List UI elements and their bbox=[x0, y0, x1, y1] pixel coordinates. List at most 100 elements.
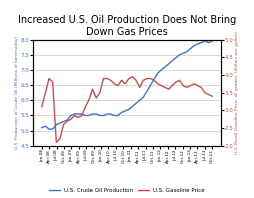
U.S. Gasoline Price bbox=[164, 86, 167, 89]
U.S. Crude Oil Production bbox=[174, 57, 178, 59]
U.S. Crude Oil Production bbox=[62, 120, 65, 123]
U.S. Gasoline Price bbox=[73, 115, 76, 117]
U.S. Gasoline Price bbox=[69, 118, 72, 120]
U.S. Crude Oil Production bbox=[120, 111, 123, 114]
U.S. Gasoline Price bbox=[145, 77, 148, 80]
U.S. Crude Oil Production bbox=[84, 114, 87, 117]
U.S. Crude Oil Production bbox=[196, 43, 199, 45]
U.S. Gasoline Price bbox=[207, 93, 210, 96]
U.S. Crude Oil Production bbox=[138, 99, 141, 102]
U.S. Crude Oil Production bbox=[69, 114, 72, 117]
U.S. Crude Oil Production bbox=[124, 110, 127, 112]
U.S. Gasoline Price bbox=[182, 84, 185, 87]
U.S. Crude Oil Production bbox=[98, 114, 101, 117]
U.S. Crude Oil Production bbox=[109, 113, 112, 115]
U.S. Crude Oil Production bbox=[200, 41, 203, 44]
U.S. Gasoline Price bbox=[203, 91, 207, 94]
U.S. Crude Oil Production bbox=[76, 113, 80, 115]
U.S. Gasoline Price bbox=[174, 81, 178, 83]
Legend: U.S. Crude Oil Production, U.S. Gasoline Price: U.S. Crude Oil Production, U.S. Gasoline… bbox=[47, 186, 207, 195]
U.S. Crude Oil Production bbox=[160, 69, 163, 71]
U.S. Crude Oil Production bbox=[102, 114, 105, 117]
U.S. Crude Oil Production bbox=[142, 96, 145, 98]
U.S. Crude Oil Production bbox=[185, 50, 188, 53]
U.S. Gasoline Price bbox=[171, 84, 174, 87]
U.S. Gasoline Price bbox=[138, 86, 141, 89]
Y-axis label: U.S. Retail Gasoline Price, all grades, (dollars per gallon): U.S. Retail Gasoline Price, all grades, … bbox=[235, 31, 239, 154]
U.S. Gasoline Price bbox=[109, 79, 112, 82]
U.S. Gasoline Price bbox=[66, 120, 69, 122]
U.S. Gasoline Price bbox=[127, 77, 130, 80]
U.S. Gasoline Price bbox=[47, 77, 51, 80]
U.S. Crude Oil Production bbox=[207, 41, 210, 44]
U.S. Crude Oil Production bbox=[167, 63, 170, 65]
U.S. Crude Oil Production bbox=[91, 113, 94, 115]
U.S. Gasoline Price bbox=[55, 141, 58, 144]
U.S. Gasoline Price bbox=[167, 88, 170, 90]
U.S. Gasoline Price bbox=[196, 84, 199, 87]
U.S. Gasoline Price bbox=[113, 83, 116, 85]
U.S. Crude Oil Production bbox=[171, 60, 174, 62]
U.S. Crude Oil Production bbox=[131, 105, 134, 108]
U.S. Crude Oil Production bbox=[149, 84, 152, 86]
U.S. Gasoline Price bbox=[62, 123, 65, 126]
U.S. Crude Oil Production bbox=[164, 66, 167, 68]
U.S. Gasoline Price bbox=[189, 84, 192, 87]
U.S. Gasoline Price bbox=[58, 138, 61, 140]
U.S. Crude Oil Production bbox=[211, 40, 214, 42]
U.S. Gasoline Price bbox=[160, 84, 163, 87]
U.S. Crude Oil Production bbox=[153, 78, 156, 80]
U.S. Gasoline Price bbox=[98, 91, 101, 94]
U.S. Gasoline Price bbox=[156, 83, 159, 85]
U.S. Crude Oil Production bbox=[135, 102, 138, 105]
U.S. Crude Oil Production bbox=[156, 72, 159, 74]
U.S. Crude Oil Production bbox=[44, 125, 47, 127]
U.S. Crude Oil Production bbox=[73, 113, 76, 115]
U.S. Gasoline Price bbox=[102, 77, 105, 80]
U.S. Gasoline Price bbox=[135, 79, 138, 82]
U.S. Crude Oil Production bbox=[127, 108, 130, 111]
U.S. Gasoline Price bbox=[44, 91, 47, 94]
U.S. Gasoline Price bbox=[106, 77, 109, 80]
U.S. Crude Oil Production bbox=[193, 45, 196, 47]
U.S. Crude Oil Production bbox=[51, 128, 54, 130]
U.S. Crude Oil Production bbox=[113, 114, 116, 117]
U.S. Gasoline Price bbox=[76, 116, 80, 119]
Line: U.S. Gasoline Price: U.S. Gasoline Price bbox=[42, 77, 212, 142]
U.S. Crude Oil Production bbox=[106, 113, 109, 115]
Title: Increased U.S. Oil Production Does Not Bring
Down Gas Prices: Increased U.S. Oil Production Does Not B… bbox=[18, 15, 236, 37]
U.S. Gasoline Price bbox=[84, 106, 87, 108]
U.S. Crude Oil Production bbox=[87, 114, 90, 117]
U.S. Crude Oil Production bbox=[145, 90, 148, 92]
U.S. Crude Oil Production bbox=[116, 114, 119, 117]
U.S. Gasoline Price bbox=[185, 86, 188, 89]
U.S. Crude Oil Production bbox=[47, 128, 51, 130]
U.S. Gasoline Price bbox=[51, 81, 54, 83]
U.S. Gasoline Price bbox=[124, 83, 127, 85]
U.S. Gasoline Price bbox=[87, 99, 90, 101]
U.S. Crude Oil Production bbox=[40, 127, 43, 129]
U.S. Gasoline Price bbox=[91, 88, 94, 90]
U.S. Gasoline Price bbox=[95, 97, 98, 99]
U.S. Crude Oil Production bbox=[55, 123, 58, 126]
U.S. Gasoline Price bbox=[142, 79, 145, 82]
U.S. Crude Oil Production bbox=[189, 48, 192, 50]
U.S. Crude Oil Production bbox=[182, 52, 185, 54]
U.S. Crude Oil Production bbox=[66, 119, 69, 121]
U.S. Gasoline Price bbox=[120, 79, 123, 82]
Line: U.S. Crude Oil Production: U.S. Crude Oil Production bbox=[42, 41, 212, 129]
U.S. Gasoline Price bbox=[193, 83, 196, 85]
U.S. Crude Oil Production bbox=[203, 40, 207, 42]
U.S. Crude Oil Production bbox=[58, 122, 61, 124]
U.S. Gasoline Price bbox=[116, 84, 119, 87]
U.S. Gasoline Price bbox=[131, 76, 134, 78]
U.S. Gasoline Price bbox=[80, 115, 83, 117]
U.S. Crude Oil Production bbox=[80, 113, 83, 115]
Y-axis label: U.S. Production of Crude Oil (Millions of barrels/day): U.S. Production of Crude Oil (Millions o… bbox=[15, 36, 19, 149]
U.S. Gasoline Price bbox=[149, 77, 152, 80]
U.S. Crude Oil Production bbox=[95, 113, 98, 115]
U.S. Gasoline Price bbox=[153, 79, 156, 82]
U.S. Crude Oil Production bbox=[178, 54, 181, 56]
U.S. Gasoline Price bbox=[200, 86, 203, 89]
U.S. Gasoline Price bbox=[40, 106, 43, 108]
